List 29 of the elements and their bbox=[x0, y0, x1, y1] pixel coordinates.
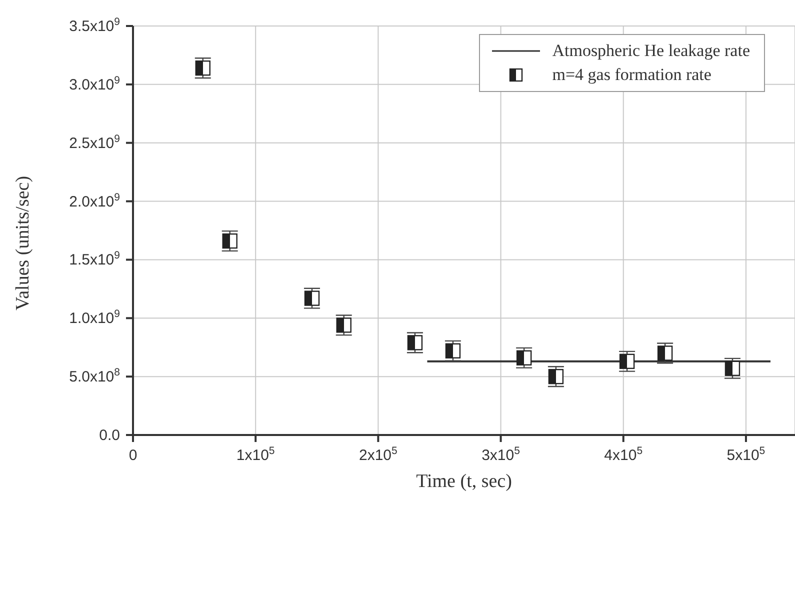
point bbox=[222, 233, 238, 249]
y-tick-label: 5.0x10$^{8}$ bbox=[69, 366, 120, 386]
point bbox=[548, 368, 564, 384]
legend-label: m=4 gas formation rate bbox=[552, 64, 712, 86]
point bbox=[619, 354, 635, 369]
point bbox=[516, 350, 532, 366]
point bbox=[657, 346, 673, 361]
point bbox=[195, 60, 210, 76]
point bbox=[336, 318, 352, 333]
x-axis-title: Time (t, sec) bbox=[416, 471, 512, 492]
y-tick-label: 3.5x10$^{9}$ bbox=[69, 16, 120, 35]
y-axis-title: Values (units/sec) bbox=[12, 176, 34, 310]
y-tick-label: 2.5x10$^{9}$ bbox=[69, 132, 120, 152]
y-tick-label: 1.0x10$^{9}$ bbox=[69, 308, 120, 328]
point bbox=[407, 335, 423, 350]
point bbox=[304, 290, 320, 306]
x-tick-label: 0 bbox=[128, 447, 138, 464]
y-tick-label: 2.0x10$^{9}$ bbox=[69, 191, 120, 210]
y-tick-label: 3.0x10$^{9}$ bbox=[69, 74, 120, 94]
x-tick-label: 2x10$^{5}$ bbox=[359, 445, 398, 464]
x-tick-label: 1x10$^{5}$ bbox=[236, 445, 275, 464]
y-tick-label: 0.0 bbox=[99, 427, 120, 444]
legend-label: Atmospheric He leakage rate bbox=[552, 40, 750, 62]
x-tick-label: 5x10$^{5}$ bbox=[726, 445, 766, 464]
y-tick-label: 1.5x10$^{9}$ bbox=[69, 250, 120, 269]
point bbox=[724, 360, 740, 376]
x-tick-label: 4x10$^{5}$ bbox=[604, 445, 643, 464]
point bbox=[445, 343, 461, 358]
x-tick-label: 3x10$^{5}$ bbox=[482, 445, 520, 464]
